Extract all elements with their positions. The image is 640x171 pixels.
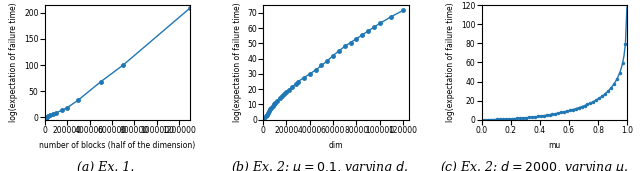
Text: (a) Ex. 1.: (a) Ex. 1. bbox=[77, 161, 134, 171]
X-axis label: number of blocks (half of the dimension): number of blocks (half of the dimension) bbox=[40, 141, 196, 149]
X-axis label: dim: dim bbox=[329, 141, 343, 149]
Y-axis label: log(expectation of failure time): log(expectation of failure time) bbox=[233, 3, 242, 122]
Y-axis label: log(expectation of failure time): log(expectation of failure time) bbox=[10, 3, 19, 122]
Y-axis label: log(expectation of failure time): log(expectation of failure time) bbox=[446, 3, 455, 122]
Text: (b) Ex. 2: $\mu = 0.1$, varying $d$.: (b) Ex. 2: $\mu = 0.1$, varying $d$. bbox=[231, 159, 409, 171]
Text: (c) Ex. 2: $d = 2000$, varying $\mu$.: (c) Ex. 2: $d = 2000$, varying $\mu$. bbox=[440, 159, 628, 171]
X-axis label: mu: mu bbox=[548, 141, 561, 149]
